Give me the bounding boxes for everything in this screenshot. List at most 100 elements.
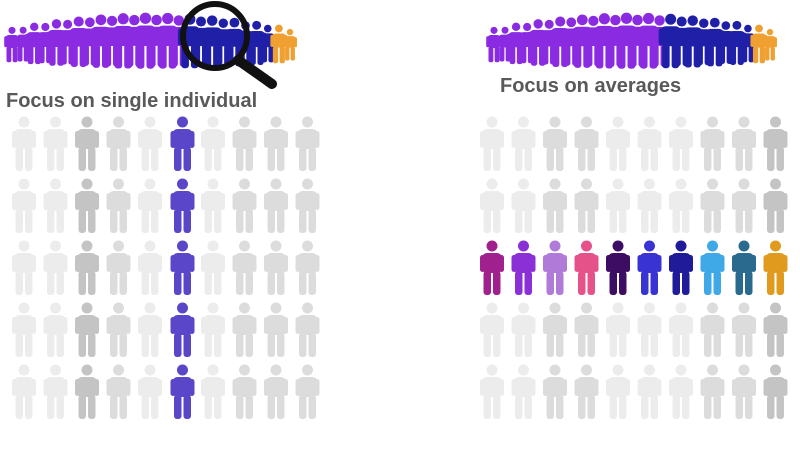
person-icon xyxy=(264,364,288,419)
person-icon xyxy=(43,240,68,295)
person-icon xyxy=(138,240,162,295)
average-person-icon xyxy=(732,240,756,295)
person-icon xyxy=(75,364,99,419)
person-icon xyxy=(12,178,36,233)
average-person-icon xyxy=(480,240,504,295)
person-icon xyxy=(138,364,162,419)
person-icon xyxy=(700,302,725,357)
averages-grid xyxy=(480,116,788,419)
crowd-right xyxy=(486,12,777,69)
person-icon xyxy=(232,302,257,357)
person-icon xyxy=(480,302,504,357)
person-icon xyxy=(295,302,320,357)
person-icon xyxy=(763,302,788,357)
person-icon xyxy=(264,116,288,171)
person-icon xyxy=(732,302,756,357)
person-icon xyxy=(295,364,320,419)
person-icon xyxy=(138,302,162,357)
person-icon xyxy=(43,116,68,171)
person-icon xyxy=(264,240,288,295)
person-icon xyxy=(106,364,131,419)
highlighted-individual-icon xyxy=(170,364,195,419)
person-icon xyxy=(637,302,662,357)
person-icon xyxy=(43,364,68,419)
person-icon xyxy=(511,364,536,419)
person-icon xyxy=(480,116,504,171)
person-icon xyxy=(106,302,131,357)
highlighted-individual-icon xyxy=(170,116,195,171)
person-icon xyxy=(511,302,536,357)
person-icon xyxy=(201,116,225,171)
average-person-icon xyxy=(637,240,662,295)
person-icon xyxy=(201,240,225,295)
person-icon xyxy=(637,364,662,419)
person-icon xyxy=(75,116,99,171)
person-icon xyxy=(106,240,131,295)
crowd-person-icon xyxy=(763,28,777,61)
person-icon xyxy=(669,302,693,357)
crowd-person-icon xyxy=(283,28,297,61)
crowd-left xyxy=(4,12,297,69)
person-icon xyxy=(43,302,68,357)
caption-single-individual: Focus on single individual xyxy=(6,90,258,112)
person-icon xyxy=(732,178,756,233)
person-icon xyxy=(12,116,36,171)
person-icon xyxy=(543,302,567,357)
person-icon xyxy=(264,178,288,233)
person-icon xyxy=(606,364,630,419)
person-icon xyxy=(201,364,225,419)
caption-averages: Focus on averages xyxy=(500,75,682,97)
person-icon xyxy=(295,116,320,171)
person-icon xyxy=(12,364,36,419)
person-icon xyxy=(264,302,288,357)
person-icon xyxy=(543,116,567,171)
person-icon xyxy=(201,302,225,357)
person-icon xyxy=(574,178,599,233)
person-icon xyxy=(201,178,225,233)
person-icon xyxy=(763,364,788,419)
highlighted-individual-icon xyxy=(170,240,195,295)
person-icon xyxy=(732,364,756,419)
person-icon xyxy=(295,178,320,233)
person-icon xyxy=(700,116,725,171)
highlighted-individual-icon xyxy=(170,178,195,233)
person-icon xyxy=(12,302,36,357)
person-icon xyxy=(543,364,567,419)
person-icon xyxy=(637,178,662,233)
person-icon xyxy=(12,240,36,295)
magnifying-glass-icon xyxy=(180,1,277,89)
average-person-icon xyxy=(511,240,536,295)
person-icon xyxy=(700,364,725,419)
person-icon xyxy=(669,116,693,171)
average-person-icon xyxy=(574,240,599,295)
highlighted-individual-icon xyxy=(170,302,195,357)
person-icon xyxy=(75,302,99,357)
person-icon xyxy=(606,178,630,233)
person-icon xyxy=(232,178,257,233)
average-person-icon xyxy=(606,240,630,295)
person-icon xyxy=(574,364,599,419)
person-icon xyxy=(637,116,662,171)
individual-grid xyxy=(12,116,320,419)
person-icon xyxy=(75,240,99,295)
average-person-icon xyxy=(700,240,725,295)
person-icon xyxy=(138,116,162,171)
person-icon xyxy=(480,178,504,233)
person-icon xyxy=(543,178,567,233)
person-icon xyxy=(606,302,630,357)
person-icon xyxy=(43,178,68,233)
person-icon xyxy=(669,364,693,419)
person-icon xyxy=(763,116,788,171)
person-icon xyxy=(574,116,599,171)
person-icon xyxy=(700,178,725,233)
person-icon xyxy=(480,364,504,419)
person-icon xyxy=(75,178,99,233)
person-icon xyxy=(511,116,536,171)
person-icon xyxy=(295,240,320,295)
person-icon xyxy=(138,178,162,233)
person-icon xyxy=(732,116,756,171)
person-icon xyxy=(511,178,536,233)
person-icon xyxy=(106,116,131,171)
person-icon xyxy=(232,240,257,295)
